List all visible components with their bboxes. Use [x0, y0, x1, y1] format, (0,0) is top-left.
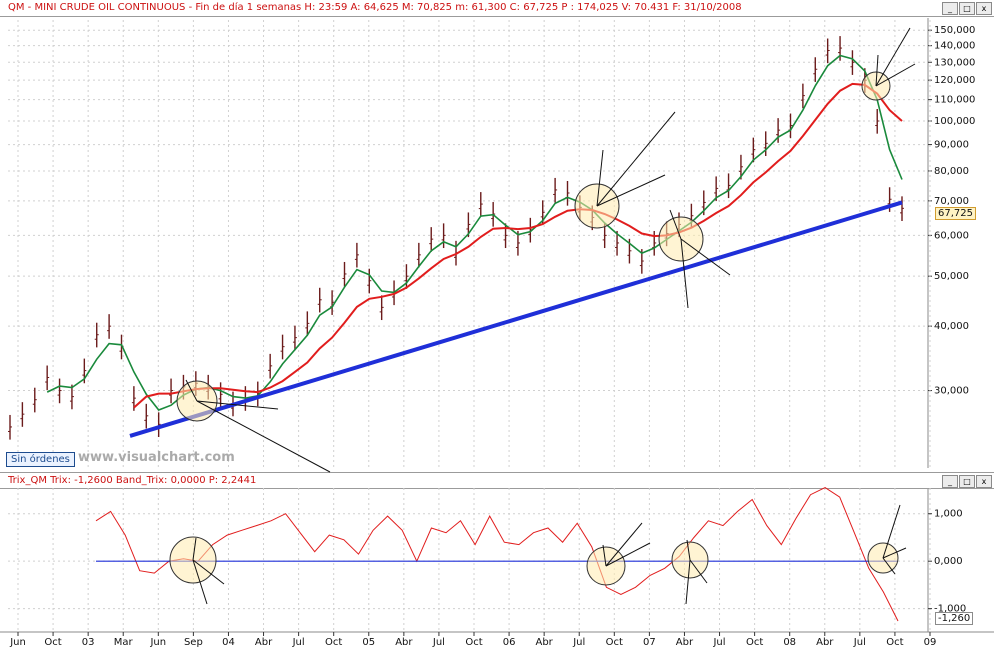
price-tick-label: 120,000 [934, 75, 975, 86]
time-tick-label: Jul [572, 637, 585, 648]
indicator-maximize-button[interactable]: □ [959, 475, 975, 488]
site-watermark: www.visualchart.com [78, 450, 235, 465]
annotation-circle-line [596, 149, 604, 207]
chart-title: QM - MINI CRUDE OIL CONTINUOUS - Fin de … [8, 2, 742, 13]
trix-annotation-circle-line [192, 559, 225, 585]
trix-tick-label: 0,000 [934, 556, 963, 567]
trix-tick-label: -1,000 [934, 604, 966, 615]
annotation-circle-line [680, 238, 731, 276]
time-tick-label: Jun [149, 637, 166, 648]
time-tick-label: Mar [114, 637, 134, 648]
time-tick-label: 07 [643, 637, 656, 648]
indicator-close-button[interactable]: x [976, 475, 992, 488]
chart-window-titlebar: QM - MINI CRUDE OIL CONTINUOUS - Fin de … [0, 0, 994, 17]
indicator-titlebar: Trix_QM Trix: -1,2600 Band_Trix: 0,0000 … [0, 472, 994, 489]
annotation-circle-line [185, 379, 198, 402]
price-tick-label: 80,000 [934, 166, 969, 177]
trix-annotation-circle-line [686, 539, 691, 561]
green-moving-average-line [46, 54, 903, 411]
annotation-circle-line [596, 174, 666, 207]
time-tick-label: 09 [924, 637, 937, 648]
trix-annotation-circle-line [192, 559, 208, 605]
time-tick-label: Jul [853, 637, 866, 648]
annotation-circle-line [196, 400, 331, 473]
trix-annotation-circle-line [689, 559, 708, 584]
price-tick-label: 60,000 [934, 230, 969, 241]
trix-annotation-circle-line [882, 557, 896, 575]
annotation-circle-line [875, 54, 879, 87]
time-tick-label: Oct [746, 637, 763, 648]
window-controls: _ □ x [942, 2, 992, 15]
time-tick-label: Abr [255, 637, 273, 648]
time-tick-label: 08 [783, 637, 796, 648]
time-tick-label: Jun [9, 637, 26, 648]
minimize-button[interactable]: _ [942, 2, 958, 15]
time-tick-label: Oct [44, 637, 61, 648]
price-tick-label: 150,000 [934, 25, 975, 36]
time-tick-label: Oct [325, 637, 342, 648]
time-tick-label: Abr [816, 637, 834, 648]
price-tick-label: 110,000 [934, 95, 975, 106]
maximize-button[interactable]: □ [959, 2, 975, 15]
price-tick-label: 30,000 [934, 386, 969, 397]
price-box: 67,725 [935, 207, 976, 220]
trix-value-box: -1,260 [935, 612, 974, 625]
price-tick-label: 50,000 [934, 271, 969, 282]
price-tick-label: 100,000 [934, 116, 975, 127]
time-tick-label: Abr [395, 637, 413, 648]
trix-annotation-circle-line [605, 522, 643, 567]
time-tick-label: Jul [432, 637, 445, 648]
annotation-circle-line [669, 209, 682, 240]
price-tick-label: 90,000 [934, 140, 969, 151]
annotation-circle-line [196, 400, 279, 410]
trix-annotation-circle-line [882, 504, 901, 559]
trix-annotation-circle-line [882, 547, 907, 559]
price-tick-label: 70,000 [934, 196, 969, 207]
time-tick-label: Abr [535, 637, 553, 648]
time-tick-label: 05 [362, 637, 375, 648]
indicator-window-controls: _ □ x [942, 475, 992, 488]
trix-tick-label: 1,000 [934, 509, 963, 520]
time-tick-label: Jul [712, 637, 725, 648]
trix-annotation-circle-line [192, 537, 197, 561]
annotation-circle-line [875, 63, 916, 87]
red-moving-average-line [133, 82, 903, 409]
time-tick-label: 04 [222, 637, 235, 648]
trix-annotation-circle-line [605, 542, 651, 567]
annotation-circle-line [875, 27, 911, 87]
time-tick-label: Oct [886, 637, 903, 648]
time-tick-label: Jul [292, 637, 305, 648]
trix-annotation-circle-line [685, 559, 691, 605]
indicator-minimize-button[interactable]: _ [942, 475, 958, 488]
trix-line [95, 487, 899, 622]
support-trend-line [129, 200, 903, 438]
time-tick-label: Sep [184, 637, 203, 648]
annotation-circle-line [680, 238, 689, 309]
annotation-circle-line [596, 111, 676, 207]
time-tick-label: Oct [465, 637, 482, 648]
price-tick-label: 40,000 [934, 321, 969, 332]
indicator-title: Trix_QM Trix: -1,2600 Band_Trix: 0,0000 … [8, 475, 257, 486]
time-tick-label: 03 [82, 637, 95, 648]
orders-status-badge[interactable]: Sin órdenes [6, 452, 75, 467]
time-tick-label: 06 [503, 637, 516, 648]
price-tick-label: 140,000 [934, 41, 975, 52]
trix-annotation-circle-line [602, 544, 607, 567]
close-button[interactable]: x [976, 2, 992, 15]
time-tick-label: Abr [676, 637, 694, 648]
time-tick-label: Oct [606, 637, 623, 648]
price-tick-label: 130,000 [934, 57, 975, 68]
